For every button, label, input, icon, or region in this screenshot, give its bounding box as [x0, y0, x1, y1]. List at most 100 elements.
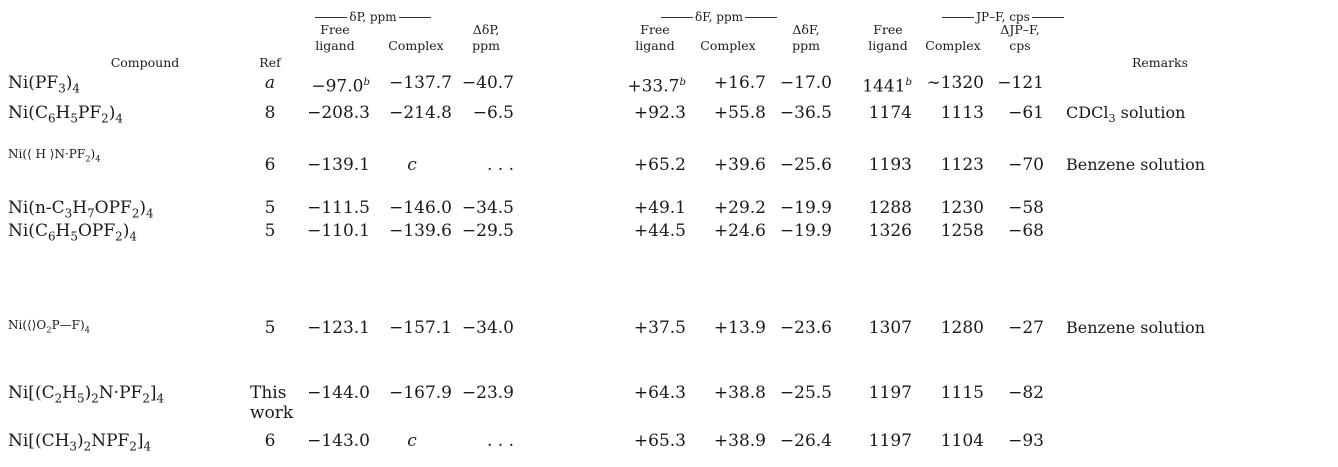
- cell-ddf: −23.6: [779, 318, 832, 338]
- cell-dp-complex: −157.1: [389, 318, 452, 338]
- cell-ddf: −17.0: [779, 73, 832, 93]
- cell-remarks: Benzene solution: [1066, 318, 1206, 337]
- cell-j-free: 1193: [868, 155, 912, 175]
- cell-dp-free: −123.1: [307, 318, 370, 338]
- cell-dp-complex: c: [407, 155, 417, 175]
- cell-ddf: −19.9: [779, 198, 832, 218]
- header-free-j: Free ligand: [868, 22, 908, 53]
- cell-dj: −70: [1008, 155, 1044, 175]
- cell-df-complex: +24.6: [713, 221, 766, 241]
- cell-ref: 5: [264, 221, 276, 241]
- compound-1: Ni(PF3)4: [8, 73, 80, 96]
- cell-dj: −68: [1008, 221, 1044, 241]
- cell-ddf: −25.5: [779, 383, 832, 403]
- cell-dj: −82: [1008, 383, 1044, 403]
- cell-dj: −58: [1008, 198, 1044, 218]
- cell-dp-complex: −214.8: [389, 103, 452, 123]
- cell-df-complex: +38.8: [713, 383, 766, 403]
- cell-df-free: +33.7b: [627, 76, 686, 97]
- compound-7: Ni[(C2H5)2N·PF2]4: [8, 383, 165, 406]
- cell-df-complex: +13.9: [713, 318, 766, 338]
- cell-dp-free: −110.1: [307, 221, 370, 241]
- cell-j-free: 1197: [868, 383, 912, 403]
- cell-ddf: −19.9: [779, 221, 832, 241]
- header-complex-f: Complex: [700, 38, 756, 53]
- cell-df-free: +37.5: [633, 318, 686, 338]
- cell-j-complex: 1230: [940, 198, 984, 218]
- cell-dj: −93: [1008, 431, 1044, 451]
- cell-df-free: +44.5: [633, 221, 686, 241]
- header-delta-j: ΔJP–F, cps: [1000, 22, 1040, 53]
- cell-j-complex: 1280: [940, 318, 984, 338]
- cell-j-free: 1174: [868, 103, 912, 123]
- cell-j-free: 1441b: [862, 76, 912, 97]
- cell-ref: 5: [264, 198, 276, 218]
- cell-df-free: +92.3: [633, 103, 686, 123]
- cell-df-free: +65.2: [633, 155, 686, 175]
- cell-ref: 6: [264, 431, 276, 451]
- header-ref: Ref: [259, 55, 281, 70]
- cell-ref: 5: [264, 318, 276, 338]
- cell-dp-complex: c: [407, 431, 417, 451]
- cell-j-complex: 1113: [940, 103, 984, 123]
- compound-6: Ni(⟨⟩O2P—F)4: [8, 318, 91, 335]
- cell-ref: a: [264, 73, 276, 93]
- header-remarks: Remarks: [1131, 55, 1189, 70]
- cell-ddp: −29.5: [461, 221, 514, 241]
- cell-dp-free: −144.0: [307, 383, 370, 403]
- cell-dj: −27: [1008, 318, 1044, 338]
- cell-df-complex: +29.2: [713, 198, 766, 218]
- cell-df-complex: +55.8: [713, 103, 766, 123]
- cell-ref: 6: [264, 155, 276, 175]
- cell-ddp: . . .: [486, 431, 514, 451]
- cell-ddf: −36.5: [779, 103, 832, 123]
- cell-dp-complex: −137.7: [389, 73, 452, 93]
- cell-dp-free: −111.5: [307, 198, 370, 218]
- compound-3: Ni(⟨ H ⟩N·PF2)4: [8, 147, 101, 164]
- header-delta-delta-f: ΔδF, ppm: [792, 22, 820, 53]
- header-compound: Compound: [110, 55, 180, 70]
- cell-remarks: Benzene solution: [1066, 155, 1206, 174]
- cell-dp-complex: −146.0: [389, 198, 452, 218]
- compound-4: Ni(n-C3H7OPF2)4: [8, 198, 154, 221]
- cell-j-complex: 1258: [940, 221, 984, 241]
- group-header-delta-f: δF, ppm: [630, 10, 808, 24]
- cell-ddp: −23.9: [461, 383, 514, 403]
- cell-df-complex: +39.6: [713, 155, 766, 175]
- header-free-p: Free ligand: [315, 22, 355, 53]
- cell-df-free: +64.3: [633, 383, 686, 403]
- cell-ref: This work: [250, 383, 294, 423]
- cell-j-complex: ∼1320: [926, 73, 984, 93]
- compound-8: Ni[(CH3)2NPF2]4: [8, 431, 152, 454]
- cell-j-complex: 1115: [940, 383, 984, 403]
- cell-ddp: −34.0: [461, 318, 514, 338]
- cell-df-complex: +38.9: [713, 431, 766, 451]
- header-complex-p: Complex: [388, 38, 444, 53]
- compound-5: Ni(C6H5OPF2)4: [8, 221, 137, 244]
- cell-dp-free: −208.3: [307, 103, 370, 123]
- cell-remarks: CDCl3 solution: [1066, 103, 1186, 126]
- cell-dp-complex: −167.9: [389, 383, 452, 403]
- cell-dp-complex: −139.6: [389, 221, 452, 241]
- cell-j-complex: 1104: [940, 431, 984, 451]
- cell-df-complex: +16.7: [713, 73, 766, 93]
- cell-ddf: −25.6: [779, 155, 832, 175]
- compound-2: Ni(C6H5PF2)4: [8, 103, 123, 126]
- header-complex-j: Complex: [925, 38, 981, 53]
- cell-ddf: −26.4: [779, 431, 832, 451]
- cell-j-free: 1197: [868, 431, 912, 451]
- cell-ddp: −34.5: [461, 198, 514, 218]
- cell-dj: −121: [997, 73, 1044, 93]
- cell-j-complex: 1123: [940, 155, 984, 175]
- group-header-delta-p: δP, ppm: [298, 10, 448, 24]
- cell-dp-free: −139.1: [307, 155, 370, 175]
- cell-ref: 8: [264, 103, 276, 123]
- group-header-j-pf: JP–F, cps: [928, 10, 1078, 24]
- cell-j-free: 1307: [868, 318, 912, 338]
- cell-j-free: 1288: [868, 198, 912, 218]
- header-delta-delta-p: ΔδP, ppm: [472, 22, 500, 53]
- cell-df-free: +65.3: [633, 431, 686, 451]
- cell-dp-free: −143.0: [307, 431, 370, 451]
- cell-ddp: . . .: [486, 155, 514, 175]
- cell-ddp: −40.7: [461, 73, 514, 93]
